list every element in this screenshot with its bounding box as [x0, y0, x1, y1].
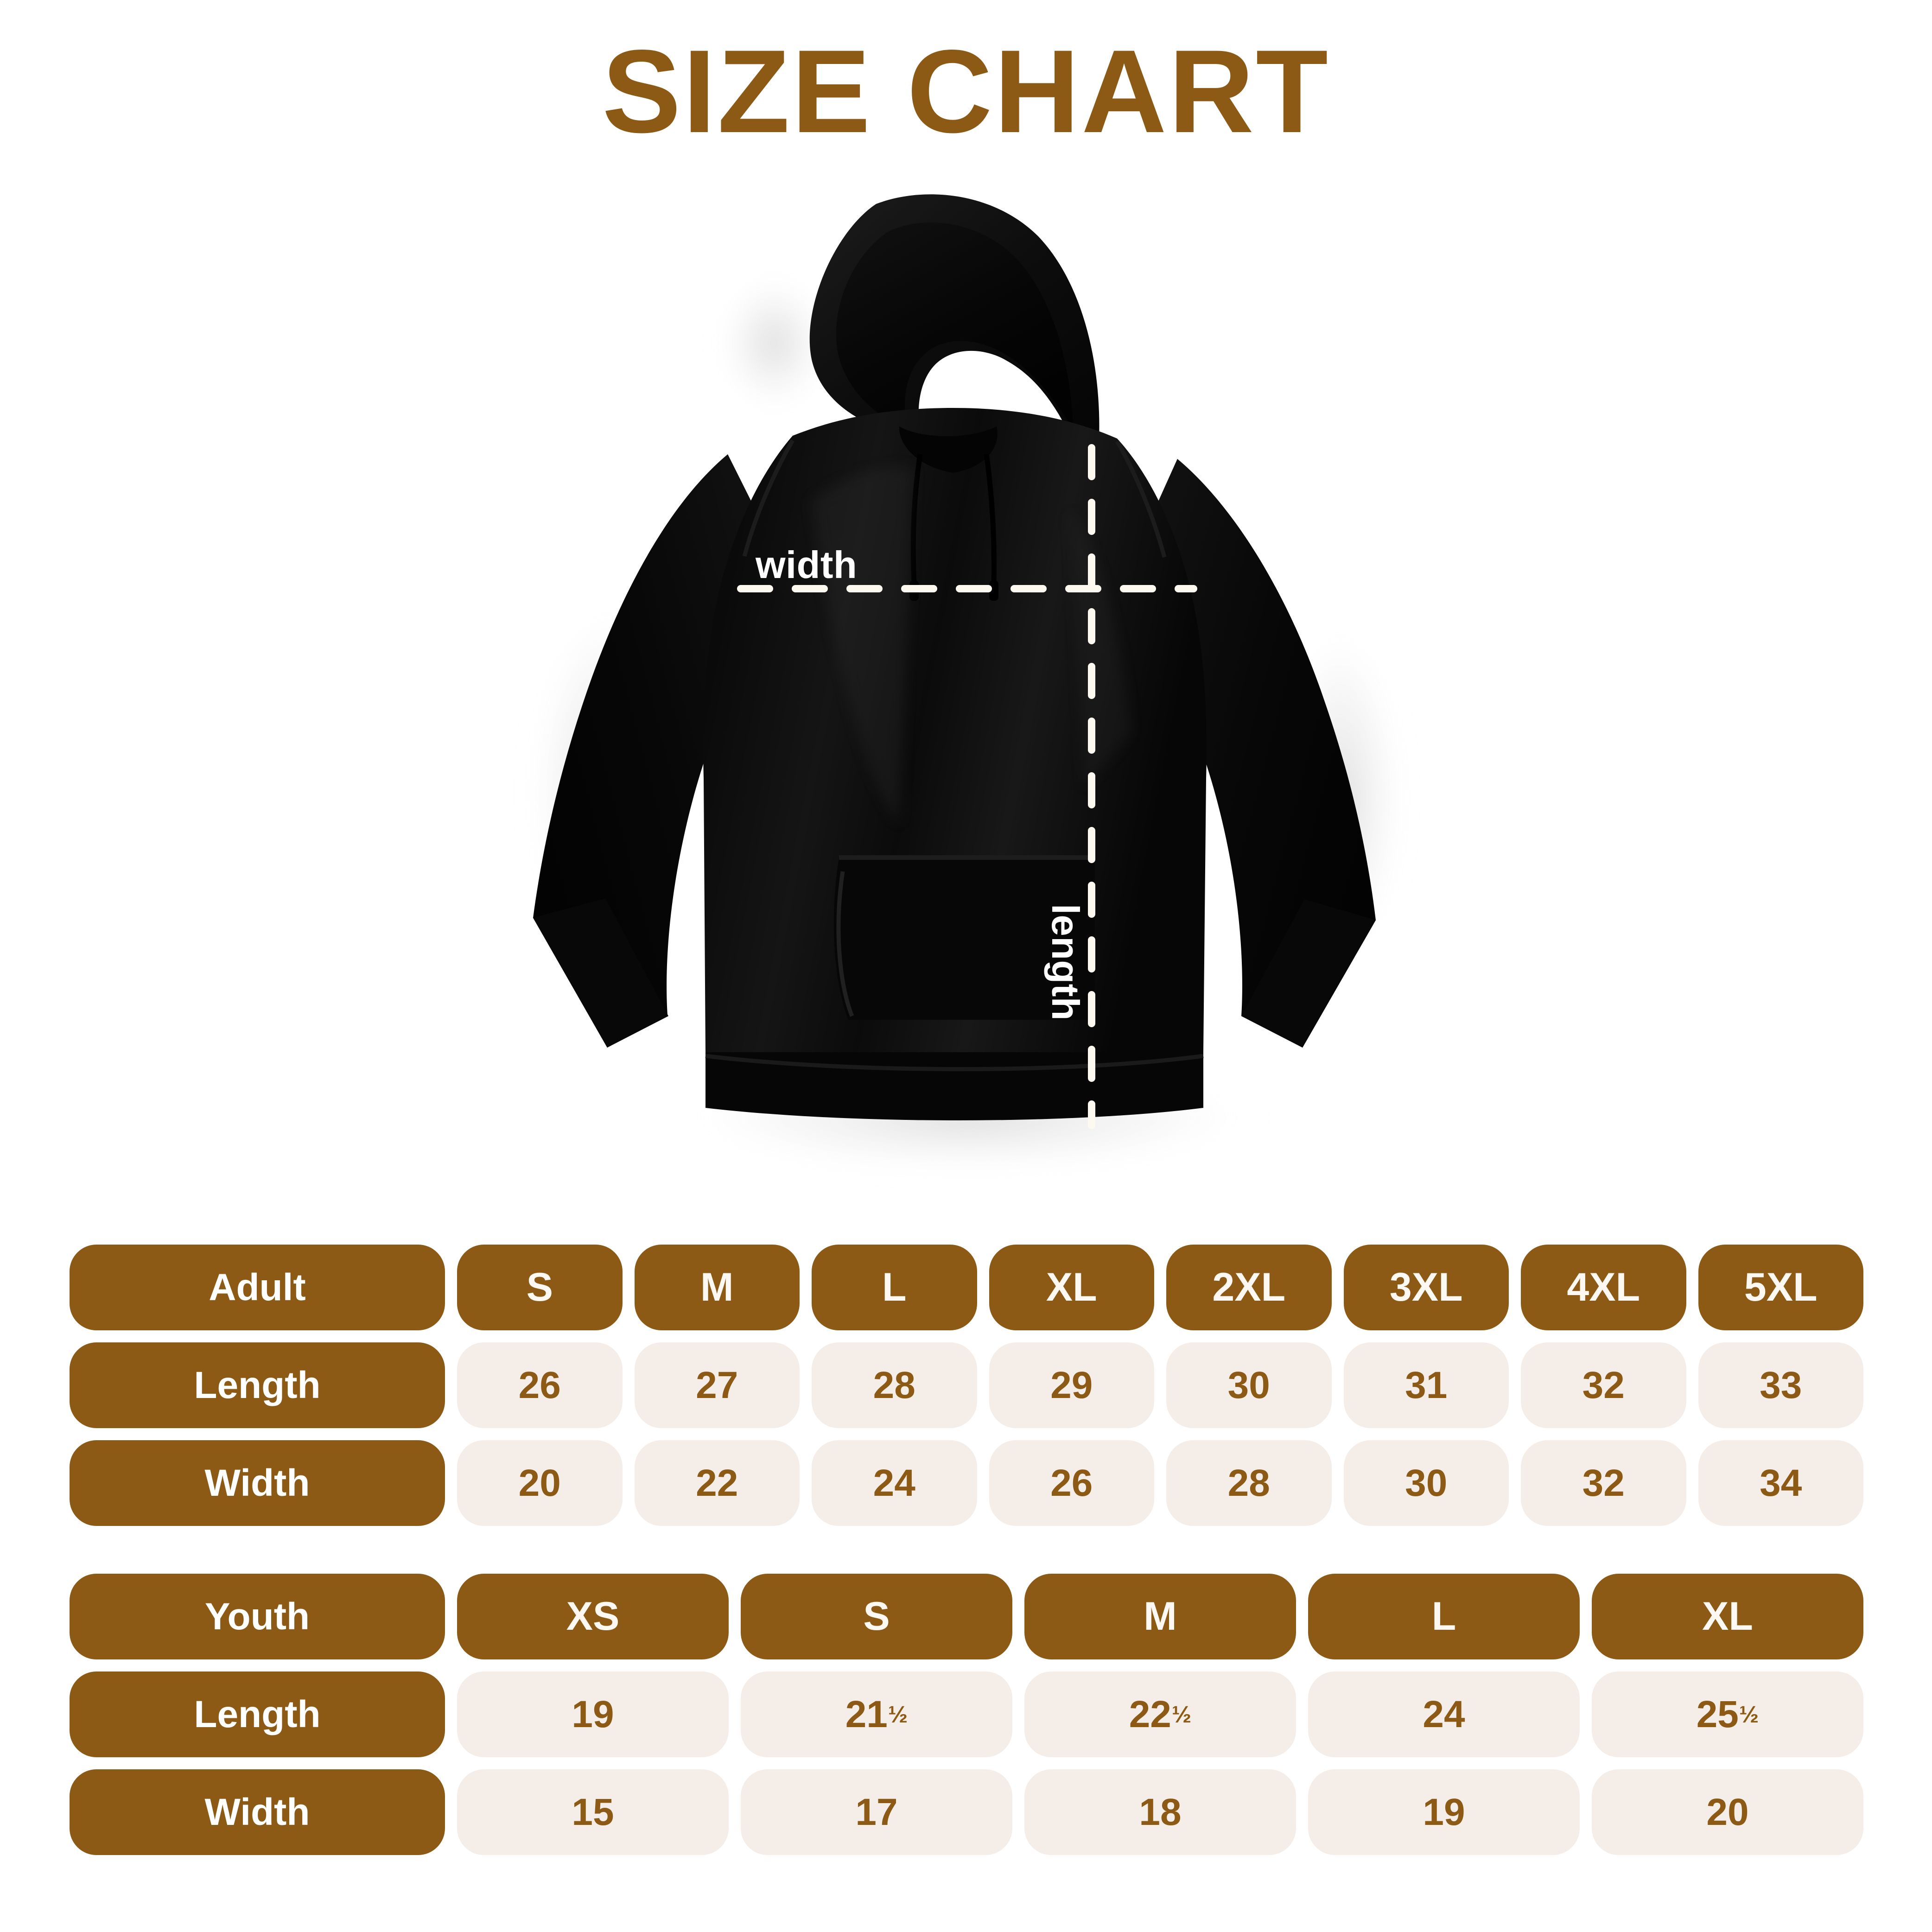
adult-width-xl: 26	[989, 1440, 1154, 1526]
pocket	[833, 858, 1095, 1020]
adult-size-s[interactable]: S	[457, 1245, 623, 1330]
length-measure-label: length	[1044, 904, 1087, 1021]
width-measure-label: width	[756, 543, 858, 586]
youth-width-xs: 15	[457, 1769, 729, 1855]
youth-size-l[interactable]: L	[1308, 1574, 1580, 1659]
hood-inner	[836, 222, 1073, 431]
adult-width-4xl: 32	[1521, 1440, 1686, 1526]
youth-length-row: Length 19 21 ½ 22 ½ 24 25 ½	[70, 1671, 1863, 1757]
right-cuff	[1241, 899, 1376, 1048]
page-title: SIZE CHART	[602, 25, 1330, 158]
half-fraction-glyph: ½	[1171, 1701, 1192, 1728]
fabric-highlights	[811, 467, 1131, 825]
adult-width-3xl: 30	[1343, 1440, 1509, 1526]
adult-length-4xl: 32	[1521, 1342, 1686, 1428]
pocket-left-seam	[836, 871, 854, 1017]
adult-length-m: 27	[634, 1342, 800, 1428]
youth-length-label: Length	[70, 1671, 445, 1757]
youth-table-label: Youth	[70, 1574, 445, 1659]
adult-width-5xl: 34	[1698, 1440, 1863, 1526]
adult-size-l[interactable]: L	[812, 1245, 977, 1330]
youth-header-row: Youth XS S M L XL	[70, 1574, 1863, 1659]
youth-length-xl: 25 ½	[1592, 1671, 1863, 1757]
adult-size-table: Adult S M L XL 2XL 3XL 4XL 5XL Length 26…	[70, 1245, 1863, 1526]
bottom-hem	[705, 1052, 1203, 1120]
right-shoulder-seam	[1115, 440, 1167, 558]
adult-header-row: Adult S M L XL 2XL 3XL 4XL 5XL	[70, 1245, 1863, 1330]
youth-width-l: 19	[1308, 1769, 1580, 1855]
adult-width-row: Width 20 22 24 26 28 30 32 34	[70, 1440, 1863, 1526]
adult-table-label: Adult	[70, 1245, 445, 1330]
hoodie-graphic	[528, 194, 1405, 1173]
half-fraction-glyph: ½	[888, 1701, 908, 1728]
youth-width-label: Width	[70, 1769, 445, 1855]
youth-size-xl[interactable]: XL	[1592, 1574, 1863, 1659]
youth-width-m: 18	[1024, 1769, 1296, 1855]
adult-length-3xl: 31	[1343, 1342, 1509, 1428]
adult-size-5xl[interactable]: 5XL	[1698, 1245, 1863, 1330]
youth-width-row: Width 15 17 18 19 20	[70, 1769, 1863, 1855]
adult-width-label: Width	[70, 1440, 445, 1526]
adult-size-2xl[interactable]: 2XL	[1166, 1245, 1332, 1330]
adult-width-m: 22	[634, 1440, 800, 1526]
youth-width-s: 17	[741, 1769, 1012, 1855]
adult-length-2xl: 30	[1166, 1342, 1332, 1428]
youth-size-s[interactable]: S	[741, 1574, 1012, 1659]
youth-length-s: 21 ½	[741, 1671, 1012, 1757]
youth-length-xs: 19	[457, 1671, 729, 1757]
collar	[899, 426, 998, 473]
adult-width-2xl: 28	[1166, 1440, 1332, 1526]
left-shoulder-seam	[742, 439, 794, 557]
adult-width-s: 20	[457, 1440, 623, 1526]
hem-seam	[705, 1054, 1204, 1071]
garment-illustration: width length	[468, 176, 1479, 1210]
youth-size-table: Youth XS S M L XL Length 19 21 ½ 22 ½ 24 2…	[70, 1574, 1863, 1855]
adult-size-m[interactable]: M	[634, 1245, 800, 1330]
half-fraction-glyph: ½	[1739, 1701, 1759, 1728]
youth-size-xs[interactable]: XS	[457, 1574, 729, 1659]
adult-length-5xl: 33	[1698, 1342, 1863, 1428]
drawstrings	[910, 454, 997, 585]
adult-length-row: Length 26 27 28 29 30 31 32 33	[70, 1342, 1863, 1428]
adult-size-4xl[interactable]: 4XL	[1521, 1245, 1686, 1330]
adult-length-l: 28	[812, 1342, 977, 1428]
adult-length-xl: 29	[989, 1342, 1154, 1428]
youth-size-m[interactable]: M	[1024, 1574, 1296, 1659]
youth-width-xl: 20	[1592, 1769, 1863, 1855]
youth-length-l: 24	[1308, 1671, 1580, 1757]
adult-length-label: Length	[70, 1342, 445, 1428]
youth-length-m: 22 ½	[1024, 1671, 1296, 1757]
adult-size-xl[interactable]: XL	[989, 1245, 1154, 1330]
left-cuff	[533, 898, 668, 1048]
adult-size-3xl[interactable]: 3XL	[1343, 1245, 1509, 1330]
adult-length-s: 26	[457, 1342, 623, 1428]
adult-width-l: 24	[812, 1440, 977, 1526]
